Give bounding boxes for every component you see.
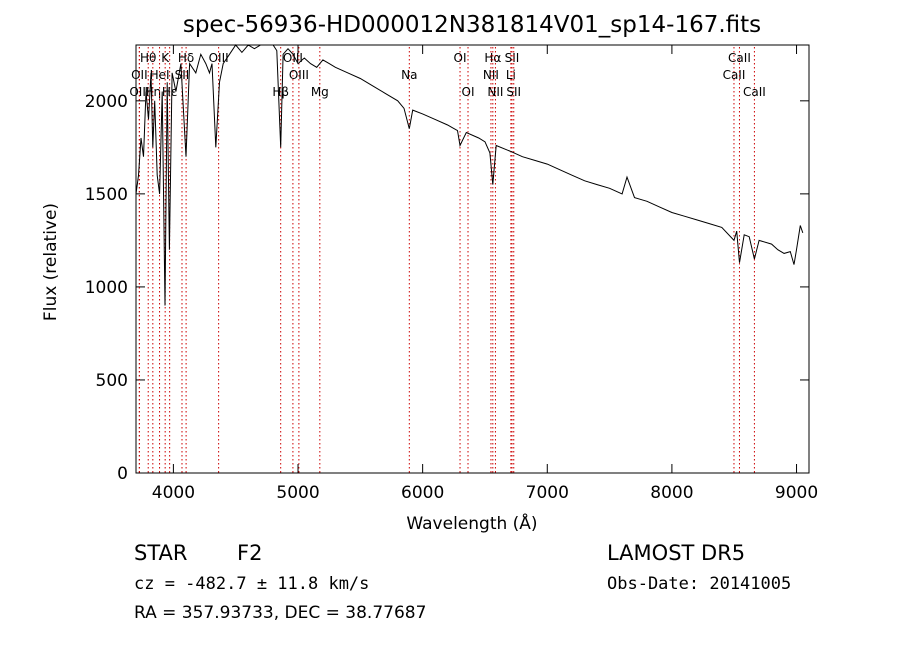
line-label: Na bbox=[401, 68, 417, 82]
line-label: Hη bbox=[145, 85, 162, 99]
coordinates-label: RA = 357.93733, DEC = 38.77687 bbox=[134, 603, 427, 623]
line-label: Hθ bbox=[140, 51, 156, 65]
line-label: OI bbox=[462, 85, 475, 99]
line-label: Hα bbox=[484, 51, 501, 65]
line-label: OIII bbox=[289, 68, 309, 82]
line-label: SII bbox=[505, 51, 520, 65]
y-tick-label: 500 bbox=[96, 371, 128, 391]
obs-date-label: Obs-Date: 20141005 bbox=[607, 574, 792, 594]
line-label: Hε bbox=[162, 85, 178, 99]
line-label: Li bbox=[506, 68, 516, 82]
x-tick-label: 6000 bbox=[401, 483, 444, 503]
line-label: HeI bbox=[150, 68, 170, 82]
redshift-label: cz = -482.7 ± 11.8 km/s bbox=[134, 574, 370, 594]
line-label: Hδ bbox=[178, 51, 194, 65]
line-label: SII bbox=[506, 85, 521, 99]
line-label: OI bbox=[454, 51, 467, 65]
y-tick-label: 1000 bbox=[85, 278, 128, 298]
line-label: CaII bbox=[728, 51, 751, 65]
line-label: CaII bbox=[743, 85, 766, 99]
object-class: STAR bbox=[134, 541, 188, 565]
x-tick-label: 8000 bbox=[650, 483, 693, 503]
x-tick-label: 4000 bbox=[152, 483, 195, 503]
object-subclass: F2 bbox=[237, 541, 263, 565]
y-tick-label: 2000 bbox=[85, 92, 128, 112]
line-label: OIII bbox=[209, 51, 229, 65]
line-label: Mg bbox=[311, 85, 329, 99]
survey-label: LAMOST DR5 bbox=[607, 541, 746, 565]
line-label: NII bbox=[487, 85, 503, 99]
chart-title: spec-56936-HD000012N381814V01_sp14-167.f… bbox=[183, 12, 761, 38]
x-tick-label: 7000 bbox=[526, 483, 569, 503]
line-label: NII bbox=[483, 68, 499, 82]
x-tick-label: 9000 bbox=[775, 483, 818, 503]
y-axis: 0 500 1000 1500 2000 bbox=[85, 92, 809, 484]
line-label: CaII bbox=[723, 68, 746, 82]
y-tick-label: 0 bbox=[117, 464, 128, 484]
spectrum-line bbox=[135, 44, 804, 306]
x-axis-label: Wavelength (Å) bbox=[406, 512, 537, 534]
line-label: OIII bbox=[129, 85, 149, 99]
x-tick-label: 5000 bbox=[276, 483, 319, 503]
plot-frame bbox=[135, 44, 810, 474]
x-axis: 4000 5000 6000 7000 8000 9000 bbox=[152, 45, 818, 503]
y-axis-label: Flux (relative) bbox=[41, 203, 61, 321]
line-label: OIII bbox=[283, 51, 303, 65]
y-tick-label: 1500 bbox=[85, 185, 128, 205]
line-label: Hβ bbox=[272, 85, 289, 99]
line-label: K bbox=[161, 51, 170, 65]
